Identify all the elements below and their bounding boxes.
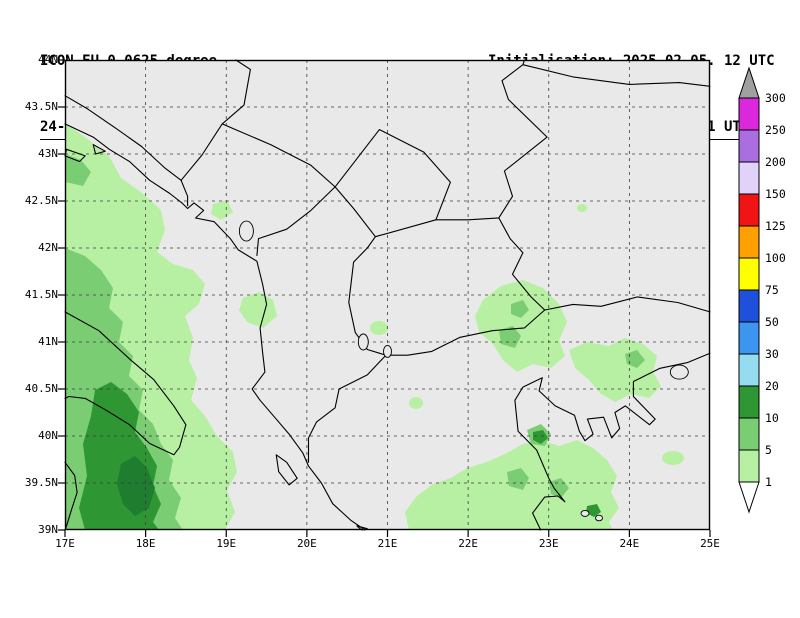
x-tick-label: 25E [700, 537, 720, 550]
border-albania-greece [307, 354, 387, 463]
x-tick-label: 18E [135, 537, 156, 550]
precip-area [239, 292, 277, 328]
border-kosovo [334, 129, 451, 238]
border-albania-macedonia [348, 236, 387, 356]
map-frame [64, 59, 711, 531]
x-tick-label: 21E [377, 537, 398, 550]
colorbar-label: 125 [765, 219, 786, 233]
island [92, 144, 106, 155]
y-tick-label: 39.5N [24, 476, 58, 489]
coastlines-and-borders [64, 59, 711, 531]
lake-prespa [383, 344, 392, 358]
border-croatia-bosnia [64, 95, 189, 207]
colorbar-segment-30-50 [738, 321, 760, 355]
y-tick-label: 44N [38, 53, 58, 66]
precip-area [499, 326, 521, 348]
colorbar-segment-250-300 [738, 97, 760, 131]
colorbar-segment-1-5 [738, 449, 760, 483]
x-tick-label: 24E [619, 537, 640, 550]
precip-area [370, 321, 388, 335]
island-thasos [669, 364, 689, 380]
colorbar-segment-20-30 [738, 353, 760, 387]
island-sporades [580, 509, 590, 517]
border-bulgaria-romania [522, 64, 711, 87]
x-tick-label: 17E [55, 537, 75, 550]
colorbar-segment-75-100 [738, 257, 760, 291]
colorbar-label: 300 [765, 91, 786, 105]
precip-area [65, 154, 91, 186]
colorbar-label: 10 [765, 411, 779, 425]
colorbar-label: 1 [765, 475, 772, 489]
colorbar-label: 200 [765, 155, 786, 169]
precip-area [533, 430, 548, 444]
colorbar-segment-5-10 [738, 417, 760, 451]
y-tick-label: 40N [38, 429, 58, 442]
colorbar-segment-10-20 [738, 385, 760, 419]
precip-area [586, 504, 601, 517]
lake-scutari [238, 220, 254, 242]
colorbar-label: 100 [765, 251, 786, 265]
border-greece-macedonia [385, 309, 546, 356]
colorbar-segment-150-200 [738, 161, 760, 195]
precip-area [475, 280, 567, 372]
border-montenegro [221, 123, 336, 257]
border-bosnia-serbia [180, 59, 251, 181]
x-tick-label: 20E [296, 537, 317, 550]
precipitation-map [58, 59, 711, 537]
colorbar-label: 30 [765, 347, 779, 361]
border-serbia-bulgaria [498, 59, 548, 219]
x-tick-label: 22E [458, 537, 479, 550]
colorbar-label: 20 [765, 379, 779, 393]
colorbar-segment-100-125 [738, 225, 760, 259]
colorbar-label: 50 [765, 315, 779, 329]
coastline-adriatic-east [64, 123, 366, 531]
y-tick-label: 43.5N [24, 100, 58, 113]
lake-ohrid [357, 333, 369, 351]
y-tick-label: 40.5N [24, 382, 58, 395]
x-tick-label: 19E [216, 537, 237, 550]
grid-lines [65, 60, 710, 530]
colorbar-segment-200-250 [738, 129, 760, 163]
y-tick-label: 42N [38, 241, 58, 254]
colorbar-segment-x1 [738, 481, 760, 514]
border-macedonia-bulgaria [498, 217, 546, 311]
colorbar-segment-125-150 [738, 193, 760, 227]
colorbar-label: 150 [765, 187, 786, 201]
precip-area [625, 350, 645, 368]
y-tick-label: 43N [38, 147, 58, 160]
precip-area [662, 451, 684, 465]
precip-area [211, 200, 233, 220]
y-tick-label: 39N [38, 523, 58, 536]
colorbar-label: 5 [765, 443, 772, 457]
axis-ticks [58, 59, 711, 537]
precip-area [409, 397, 423, 409]
y-tick-label: 42.5N [24, 194, 58, 207]
island-sporades [595, 514, 603, 522]
colorbar: 300 250 200 150 125 100 75 50 30 20 10 5 1 [738, 66, 786, 514]
colorbar-segment-x300 [738, 66, 760, 99]
border-greece-bulgaria [544, 296, 711, 313]
y-tick-label: 41.5N [24, 288, 58, 301]
island-corfu [275, 454, 298, 486]
precip-area [507, 468, 529, 490]
coastline-italy [64, 311, 187, 456]
coastline-calabria [64, 461, 78, 531]
precip-area [577, 204, 587, 212]
precip-area [511, 300, 529, 318]
coastline-greece-east [514, 352, 711, 531]
y-tick-label: 41N [38, 335, 58, 348]
border-serbia-macedonia [435, 217, 500, 221]
colorbar-label: 75 [765, 283, 779, 297]
colorbar-segment-50-75 [738, 289, 760, 323]
colorbar-label: 250 [765, 123, 786, 137]
x-tick-label: 23E [538, 537, 559, 550]
